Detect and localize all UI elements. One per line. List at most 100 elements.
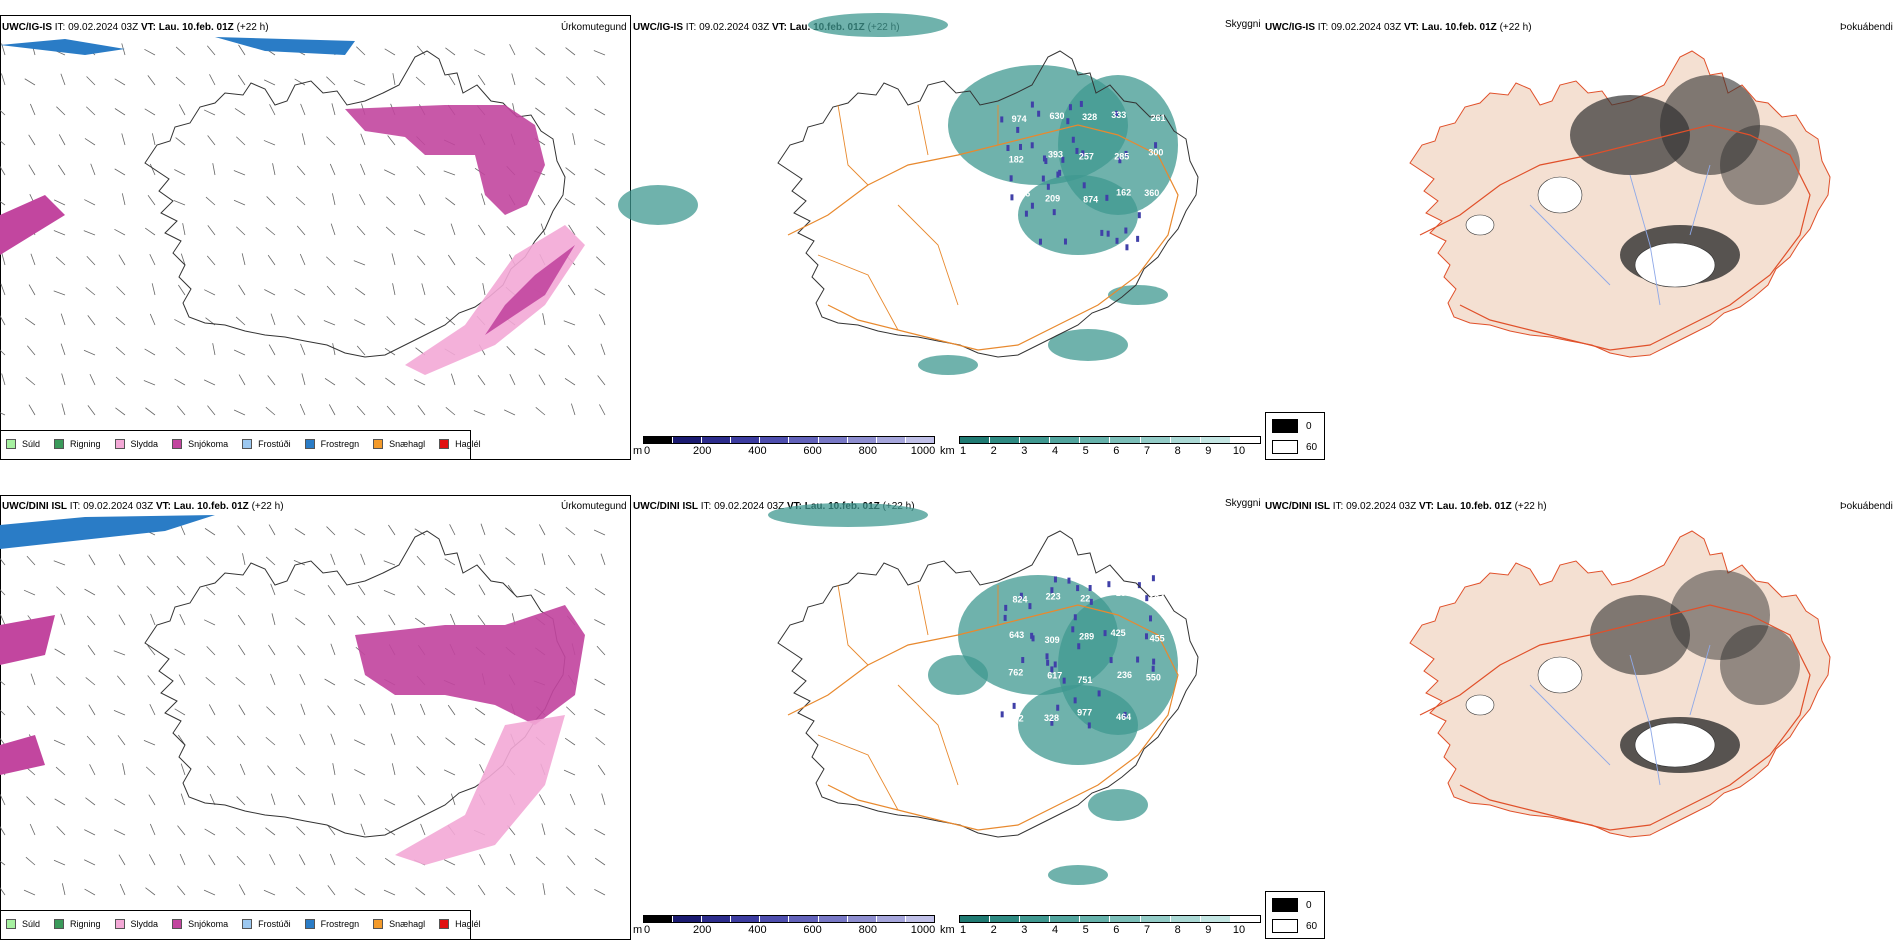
wind-barb	[147, 75, 156, 86]
low-ceiling-cell	[1079, 100, 1083, 107]
low-ceiling-cell	[1053, 661, 1057, 668]
wind-barb	[418, 194, 426, 206]
wind-barb	[450, 223, 456, 236]
visibility-area	[1088, 789, 1148, 821]
low-ceiling-cell	[1097, 690, 1101, 697]
visibility-segment	[1230, 916, 1260, 922]
wind-barb	[572, 133, 576, 146]
visibility-area	[1048, 329, 1128, 361]
low-ceiling-cell	[1115, 237, 1119, 244]
wind-barb	[593, 50, 606, 56]
wind-barb	[28, 404, 36, 416]
wind-barb	[505, 527, 516, 536]
ceiling-tick-label: 1000	[910, 924, 936, 936]
fog-key-swatch-60	[1272, 440, 1298, 454]
wind-barb	[388, 524, 396, 536]
cloud-base-label: 136	[1116, 588, 1131, 598]
wind-barb	[417, 585, 426, 596]
precip-legend-label: Haglél	[455, 919, 481, 929]
wind-barb	[1, 253, 6, 266]
row1-cloud-map: 974 630 328 333 261 182 393 257 285 300 186 209 874 1…	[618, 13, 1199, 375]
low-ceiling-cell	[1136, 656, 1140, 663]
wind-barb	[445, 737, 456, 746]
wind-barb	[114, 228, 126, 236]
wind-barb	[84, 888, 96, 896]
precip-legend-label: Frostúði	[258, 439, 291, 449]
visibility-segment	[1110, 916, 1141, 922]
wind-barb	[237, 74, 246, 86]
wind-barb	[270, 673, 276, 686]
wind-barb	[295, 196, 306, 206]
wind-barb	[416, 45, 426, 56]
wind-barb	[301, 133, 306, 146]
wind-barb	[270, 793, 276, 806]
wind-barb	[594, 108, 606, 116]
ceiling-tick-label: 600	[803, 924, 822, 936]
precip-legend-item: Snæhagl	[373, 439, 425, 449]
wind-barb	[207, 405, 216, 416]
wind-barb	[0, 887, 6, 896]
wind-barb	[505, 886, 516, 896]
wind-barb	[114, 829, 126, 836]
wind-barb	[450, 793, 456, 806]
wind-barb	[203, 889, 216, 896]
wind-barb	[30, 673, 36, 686]
low-ceiling-cell	[1076, 585, 1080, 592]
precip-legend-swatch	[304, 439, 315, 449]
snow-area	[0, 615, 55, 665]
precip-legend-label: Rigning	[70, 919, 101, 929]
fog-area	[1720, 125, 1800, 205]
wind-barb	[266, 706, 276, 716]
wind-barb	[509, 374, 516, 386]
freezing-rain-area	[0, 39, 125, 55]
wind-barb	[359, 704, 366, 716]
wind-barb	[83, 349, 96, 356]
cloud-base-label: 162	[1116, 187, 1131, 197]
wind-barb	[356, 405, 366, 416]
wind-barb	[477, 884, 486, 896]
wind-barb	[24, 78, 36, 86]
wind-barb	[506, 346, 516, 356]
wind-barb	[0, 557, 6, 566]
precip-map-group	[0, 37, 606, 416]
wind-barb	[238, 44, 246, 56]
wind-barb	[597, 764, 606, 776]
low-ceiling-cell	[1105, 194, 1109, 201]
wind-barb	[415, 76, 426, 86]
wind-barb	[180, 763, 186, 776]
wind-barb	[391, 763, 396, 776]
wind-barb	[356, 225, 366, 236]
wind-barb	[300, 343, 306, 356]
cloud-base-label: 261	[1151, 113, 1166, 123]
low-ceiling-cell	[1037, 110, 1041, 117]
wind-barb	[0, 201, 6, 206]
precip-legend-swatch	[6, 439, 16, 449]
wind-barb	[413, 229, 426, 236]
wind-barb	[541, 823, 546, 836]
wind-barb	[145, 887, 156, 896]
ceiling-tick-label: 800	[858, 445, 877, 457]
low-ceiling-cell	[1151, 575, 1155, 582]
ceiling-tick-label: 1000	[910, 445, 936, 457]
ceiling-tick-label: 200	[693, 445, 712, 457]
wind-barb	[268, 344, 276, 356]
visibility-tick-label: 7	[1143, 445, 1151, 457]
ring-road	[787, 124, 1179, 351]
wind-barb	[421, 283, 426, 296]
snow-area	[345, 105, 545, 215]
wind-barb	[295, 617, 306, 626]
wind-barb	[236, 855, 246, 866]
wind-barb	[384, 348, 396, 356]
wind-barb	[115, 316, 126, 326]
precip-legend-swatch	[304, 919, 315, 929]
ceiling-segment	[876, 916, 906, 922]
wind-barb	[445, 47, 456, 56]
wind-barb	[267, 375, 276, 386]
wind-barb	[88, 554, 96, 566]
wind-barb	[327, 825, 336, 836]
wind-barb	[60, 73, 66, 86]
visibility-area	[1018, 685, 1138, 765]
wind-barb	[301, 373, 306, 386]
wind-barb	[53, 560, 66, 566]
cloud-base-label: 332	[1009, 714, 1024, 724]
